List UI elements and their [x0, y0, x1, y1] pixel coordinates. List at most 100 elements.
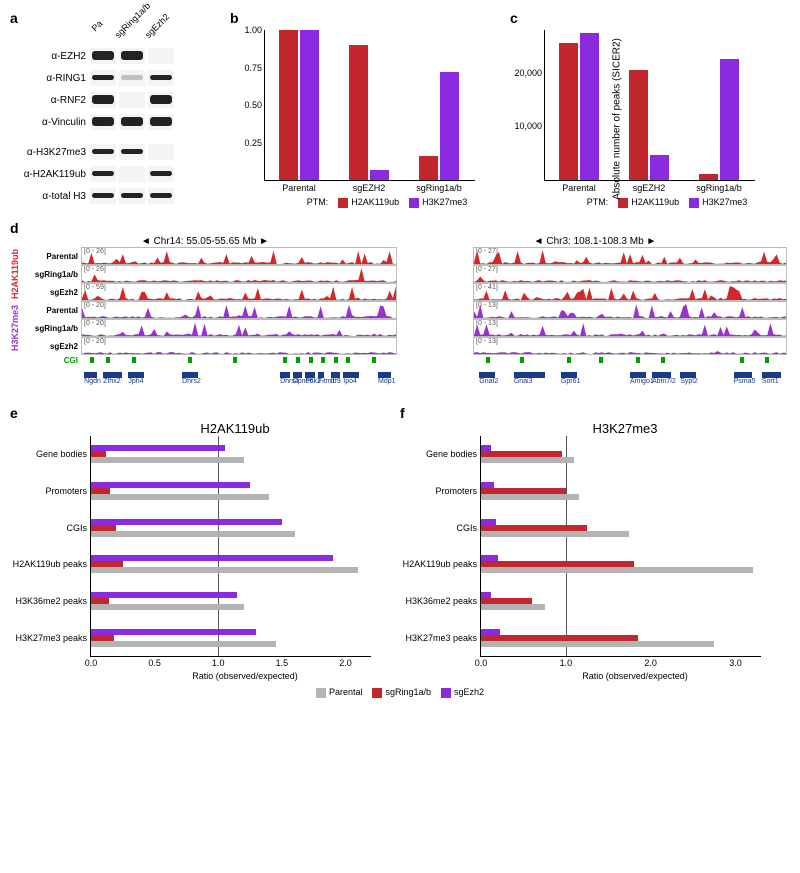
hbar: [91, 555, 333, 561]
legend-ef: Parental sgRing1a/b sgEzh2: [10, 687, 790, 698]
ytick: 1.00: [244, 25, 265, 35]
hbar: [91, 494, 269, 500]
track: [0 - 20]: [81, 337, 397, 355]
hbar: [91, 567, 358, 573]
blot-row-label: α-H3K27me3: [10, 147, 90, 158]
xtick: 0.5: [148, 656, 161, 668]
gene-label: Dhrs2: [182, 378, 201, 385]
hbar: [91, 531, 295, 537]
gene-label: Gnat2: [479, 378, 498, 385]
cgi-mark: [486, 357, 490, 363]
hbar: [481, 641, 714, 647]
cgi-mark: [106, 357, 110, 363]
legend-h2a: H2AK119ub: [618, 197, 679, 208]
blot-lane: [90, 166, 116, 182]
chart-c-legend: PTM: H2AK119ub H3K27me3: [544, 197, 790, 208]
cgi-mark: [346, 357, 350, 363]
bar: [720, 59, 739, 180]
blot-lane: [90, 144, 116, 160]
gene-label: Mdp1: [378, 378, 396, 385]
blot-lane: [119, 92, 145, 108]
cgi-row: [412, 355, 790, 365]
gene-label: Ipo4: [343, 378, 357, 385]
region-title: ◄ Chr14: 55.05-55.65 Mb ►: [10, 236, 400, 247]
chart-b-xticks: ParentalsgEZH2sgRing1a/b: [264, 181, 474, 195]
track: [0 - 26]: [81, 265, 397, 283]
cgi-mark: [321, 357, 325, 363]
blot-column-headers: PasgRing1a/bsgEzh2: [90, 30, 210, 46]
gene-label: Irf9: [331, 378, 341, 385]
track-row: [0 - 13]: [412, 337, 790, 355]
bar: [300, 30, 319, 180]
legend-parental: Parental: [316, 687, 363, 698]
track-group-label: H3K27me3: [10, 301, 20, 355]
track-row-name: sgRing1a/b: [20, 324, 81, 333]
cgi-mark: [765, 357, 769, 363]
track: [0 - 13]: [473, 337, 787, 355]
blot-lane: [90, 92, 116, 108]
cgi-mark: [90, 357, 94, 363]
blot-lane: [119, 188, 145, 204]
blot-lane: [148, 114, 174, 130]
blot-lane: [148, 188, 174, 204]
blot-rows: α-EZH2α-RING1α-RNF2α-Vinculinα-H3K27me3α…: [10, 46, 210, 206]
cgi-label: CGI: [20, 356, 81, 365]
blot-lane: [90, 114, 116, 130]
hbar: [91, 482, 250, 488]
hbar: [91, 519, 282, 525]
cgi-mark: [636, 357, 640, 363]
xtick: sgRing1a/b: [696, 183, 742, 193]
panel-f: f H3K27me3 0.01.02.03.0Gene bodiesPromot…: [400, 405, 790, 681]
blot-lane: [119, 48, 145, 64]
panel-d-label: d: [10, 220, 790, 236]
track-row-name: sgEzh2: [20, 342, 81, 351]
panel-a-label: a: [10, 10, 230, 26]
chart-b-legend: PTM: H2AK119ub H3K27me3: [264, 197, 510, 208]
xtick: 2.0: [339, 656, 352, 668]
blot-lane: [148, 48, 174, 64]
blot-row: α-H2AK119ub: [10, 164, 210, 184]
cgi-mark: [296, 357, 300, 363]
blot-lane: [119, 166, 145, 182]
bar: [349, 45, 368, 180]
gene-label: Sypl2: [680, 378, 698, 385]
panel-c: c Absolute number of peaks (SICER2) 10,0…: [510, 10, 790, 208]
hbar: [481, 531, 629, 537]
blot-area: PasgRing1a/bsgEzh2 α-EZH2α-RING1α-RNF2α-…: [10, 30, 210, 206]
track-region: ◄ Chr14: 55.05-55.65 Mb ►H2AK119ubH3K27m…: [10, 236, 400, 385]
panel-f-label: f: [400, 405, 790, 421]
cgi-mark: [599, 357, 603, 363]
ytick: 20,000: [514, 68, 545, 78]
hbar: [481, 604, 545, 610]
chart-f-plot: 0.01.02.03.0Gene bodiesPromotersCGIsH2AK…: [480, 436, 761, 657]
bar: [419, 156, 438, 180]
xtick: sgEZH2: [353, 183, 386, 193]
gene-label: Gpr61: [561, 378, 580, 385]
panel-d: d ◄ Chr14: 55.05-55.65 Mb ►H2AK119ubH3K2…: [10, 220, 790, 385]
cgi-mark: [661, 357, 665, 363]
legend-h3k: H3K27me3: [689, 197, 747, 208]
hbar: [91, 604, 244, 610]
hbar: [91, 629, 256, 635]
xtick: 1.0: [560, 656, 573, 668]
bar: [279, 30, 298, 180]
panel-b: b Rx Normalization Ratio 0.250.500.751.0…: [230, 10, 510, 208]
track-row: sgEzh2[0 - 20]: [20, 337, 400, 355]
category-label: H3K27me3 peaks: [405, 633, 481, 643]
track-row: [0 - 13]: [412, 319, 790, 337]
cgi-mark: [132, 357, 136, 363]
gene-label: Abtn7l2: [652, 378, 676, 385]
legend-h2a: H2AK119ub: [338, 197, 399, 208]
track-row: [0 - 13]: [412, 301, 790, 319]
track: [0 - 26]: [81, 247, 397, 265]
track-row: Parental[0 - 20]: [20, 301, 400, 319]
blot-row-label: α-RNF2: [10, 95, 90, 106]
xtick: 2.0: [644, 656, 657, 668]
panel-a: a PasgRing1a/bsgEzh2 α-EZH2α-RING1α-RNF2…: [10, 10, 230, 208]
xtick: Parental: [562, 183, 596, 193]
bar: [629, 70, 648, 180]
track-row-name: sgEzh2: [20, 288, 81, 297]
cgi-mark: [334, 357, 338, 363]
blot-lane: [119, 144, 145, 160]
tracks-container: ◄ Chr14: 55.05-55.65 Mb ►H2AK119ubH3K27m…: [10, 236, 790, 385]
